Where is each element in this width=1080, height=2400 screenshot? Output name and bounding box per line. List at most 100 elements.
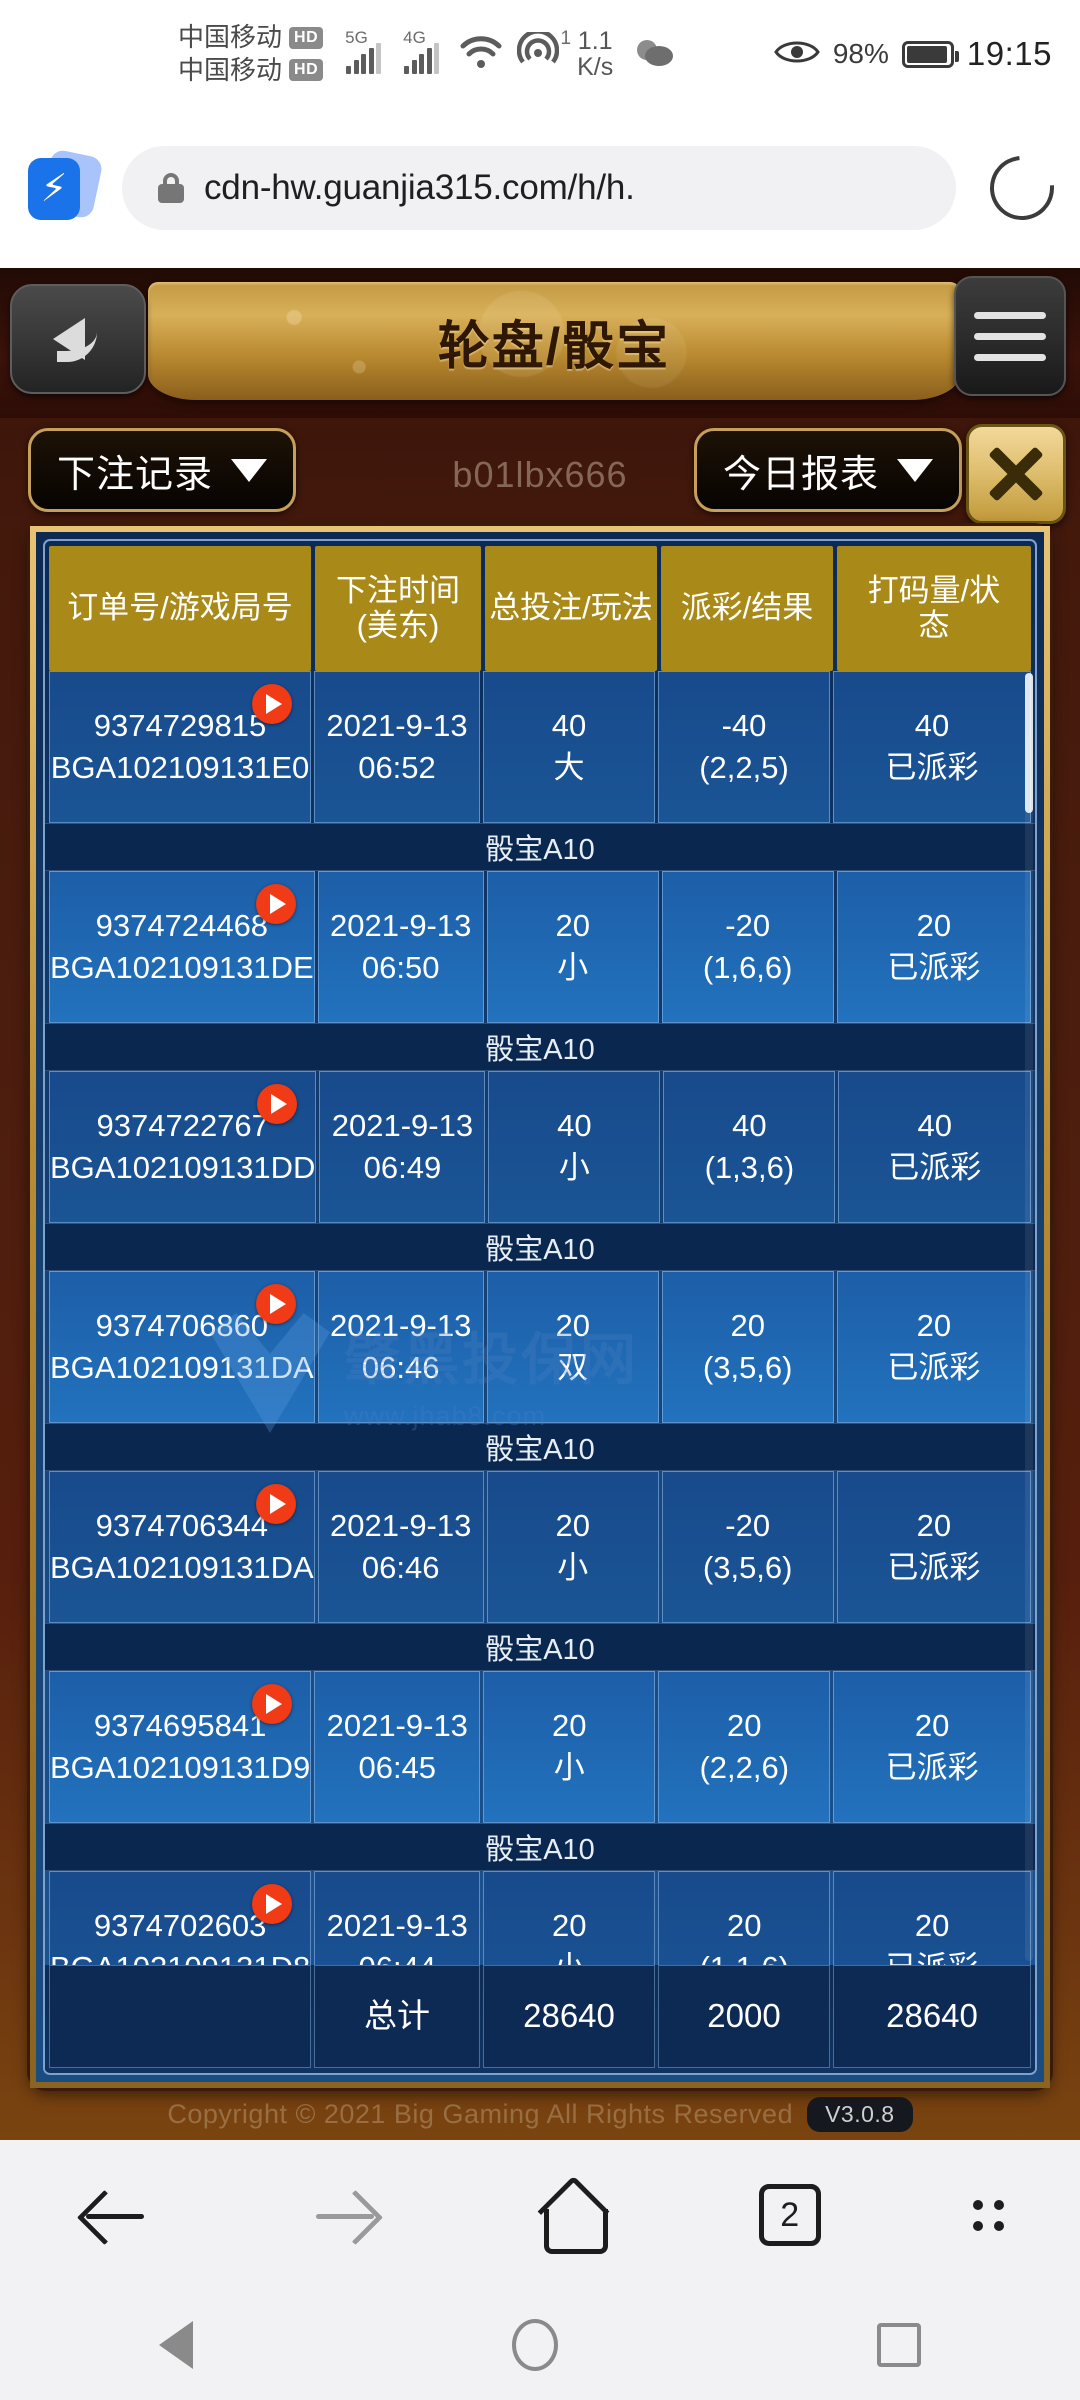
- eye-icon: [774, 37, 820, 72]
- cell-total-bet: 20 双: [486, 1271, 659, 1423]
- network-speed-unit: K/s: [577, 53, 614, 81]
- table-row[interactable]: 9374724468 BGA102109131DE 2021-9-13 06:50 20…: [45, 871, 1035, 1023]
- table-header-row: 订单号/游戏局号 下注时间 (美东) 总投注/玩法 派彩/结果 打码量/状: [45, 541, 1035, 671]
- hotspot-count-badge: 1: [560, 27, 572, 49]
- hd-badge-2: HD: [289, 59, 324, 82]
- battery-icon: [901, 40, 959, 68]
- play-video-icon[interactable]: [255, 1484, 296, 1524]
- reload-icon[interactable]: [976, 142, 1068, 234]
- close-button[interactable]: [966, 424, 1066, 524]
- hamburger-menu-button[interactable]: [954, 276, 1066, 396]
- records-table-frame: 订单号/游戏局号 下注时间 (美东) 总投注/玩法 派彩/结果 打码量/状: [30, 526, 1050, 2088]
- battery-percent: 98%: [832, 38, 889, 69]
- nav-back-button[interactable]: [76, 2176, 154, 2254]
- system-nav-bar: [0, 2290, 1080, 2400]
- play-video-icon[interactable]: [255, 1284, 296, 1324]
- records-table: 订单号/游戏局号 下注时间 (美东) 总投注/玩法 派彩/结果 打码量/状: [43, 539, 1037, 2075]
- cell-bet-time: 2021-9-13 06:49: [319, 1071, 486, 1223]
- sys-back-icon[interactable]: [159, 2321, 194, 2369]
- cell-bet-time: 2021-9-13 06:52: [314, 671, 480, 823]
- table-group-separator: 骰宝A10: [45, 1023, 1035, 1071]
- table-row[interactable]: 9374706860 BGA102109131DA 2021-9-13 06:46 20…: [45, 1271, 1035, 1423]
- carrier-name-2: 中国移动: [178, 55, 283, 85]
- column-header-turnover-state: 打码量/状 态: [837, 546, 1031, 671]
- caret-down-icon: [897, 458, 933, 482]
- table-row[interactable]: 9374729815 BGA102109131E0 2021-9-13 06:52 40…: [45, 671, 1035, 823]
- back-button[interactable]: [10, 284, 146, 394]
- today-report-dropdown[interactable]: 今日报表: [693, 428, 962, 512]
- total-turnover-cell: 28640: [833, 1965, 1031, 2068]
- cell-payout: 20 (3,5,6): [661, 1271, 834, 1423]
- play-video-icon[interactable]: [257, 1084, 298, 1124]
- browser-nav-bar: 2: [0, 2140, 1080, 2290]
- table-total-row: 总计 28640 2000 28640: [45, 1965, 1035, 2073]
- nav-tabs-button[interactable]: 2: [758, 2184, 821, 2246]
- cell-order-no: 9374706860 BGA102109131DA: [49, 1271, 315, 1423]
- cell-order-no: 9374722767 BGA102109131DD: [49, 1071, 317, 1223]
- cell-payout: -20 (1,6,6): [661, 871, 834, 1023]
- nav-forward-button[interactable]: [306, 2176, 384, 2254]
- network-type-4g-label: 4G: [403, 28, 426, 47]
- nav-menu-button[interactable]: [972, 2199, 1004, 2231]
- game-header: 轮盘/骰宝: [0, 268, 1080, 428]
- url-bar[interactable]: cdn-hw.guanjia315.com/h/h.: [122, 146, 956, 230]
- network-type-5g-label: 5G: [345, 28, 368, 47]
- back-arrow-icon: [53, 318, 97, 362]
- cell-payout: 20 (2,2,6): [658, 1671, 831, 1823]
- signal-bars-4g-icon: [404, 43, 440, 74]
- carrier-info: 中国移动 HD 中国移动 HD: [178, 22, 324, 86]
- status-bar-clock: 19:15: [966, 35, 1052, 72]
- cell-bet-time: 2021-9-13 06:45: [314, 1671, 481, 1823]
- nav-home-button[interactable]: [536, 2179, 609, 2254]
- sys-home-icon[interactable]: [511, 2319, 558, 2371]
- table-group-separator: 骰宝A10: [45, 1223, 1035, 1271]
- lock-icon: [158, 173, 184, 203]
- bet-record-dropdown[interactable]: 下注记录: [28, 428, 297, 512]
- table-row[interactable]: 9374695841 BGA102109131D9 2021-9-13 06:45 20…: [45, 1671, 1035, 1823]
- table-group-separator: 骰宝A10: [45, 1423, 1035, 1471]
- play-video-icon[interactable]: [255, 884, 296, 924]
- tabs-count: 2: [780, 2195, 800, 2234]
- close-x-icon: [987, 445, 1045, 503]
- column-header-bet-time: 下注时间 (美东): [315, 546, 481, 671]
- carrier-name-1: 中国移动: [178, 22, 283, 53]
- cell-order-no: 9374706344 BGA102109131DA: [49, 1471, 315, 1623]
- wifi-icon: [459, 34, 503, 75]
- copyright-text: Copyright © 2021 Big Gaming All Rights R…: [167, 2099, 794, 2129]
- table-row[interactable]: 9374706344 BGA102109131DA 2021-9-13 06:46 20…: [45, 1471, 1035, 1623]
- game-toolbar: b01lbx666 下注记录 今日报表: [0, 424, 1080, 524]
- table-scrollbar[interactable]: [1025, 673, 1033, 1961]
- table-group-separator: 骰宝A10: [45, 1823, 1035, 1871]
- sys-recent-icon[interactable]: [876, 2323, 921, 2367]
- hamburger-menu-icon: [974, 311, 1046, 319]
- table-scrollbar-thumb[interactable]: [1025, 673, 1033, 813]
- cell-bet-time: 2021-9-13 06:46: [317, 1271, 484, 1423]
- carrier-row-2: 中国移动 HD: [178, 55, 324, 86]
- footer-copyright: Copyright © 2021 Big Gaming All Rights R…: [0, 2097, 1080, 2132]
- lightning-brand-icon[interactable]: ⚡: [26, 148, 104, 225]
- column-header-order-no: 订单号/游戏局号: [49, 546, 311, 671]
- url-text: cdn-hw.guanjia315.com/h/h.: [204, 168, 635, 207]
- network-speed: 1.1 K/s: [577, 27, 614, 81]
- game-title-plate: 轮盘/骰宝: [148, 282, 960, 400]
- hotspot-icon: 1: [516, 28, 571, 77]
- play-video-icon[interactable]: [252, 684, 292, 724]
- table-group-separator: 骰宝A10: [45, 823, 1035, 871]
- signal-5g-group: 5G: [345, 28, 382, 74]
- cell-order-no: 9374724468 BGA102109131DE: [49, 871, 315, 1023]
- table-row[interactable]: 9374722767 BGA102109131DD 2021-9-13 06:49 40…: [45, 1071, 1035, 1223]
- caret-down-icon: [231, 458, 268, 482]
- play-video-icon[interactable]: [252, 1884, 293, 1924]
- cell-payout: -40 (2,2,5): [658, 671, 830, 823]
- play-video-icon[interactable]: [252, 1684, 293, 1724]
- page-title: 轮盘/骰宝: [437, 317, 671, 376]
- cell-payout: -20 (3,5,6): [661, 1471, 834, 1623]
